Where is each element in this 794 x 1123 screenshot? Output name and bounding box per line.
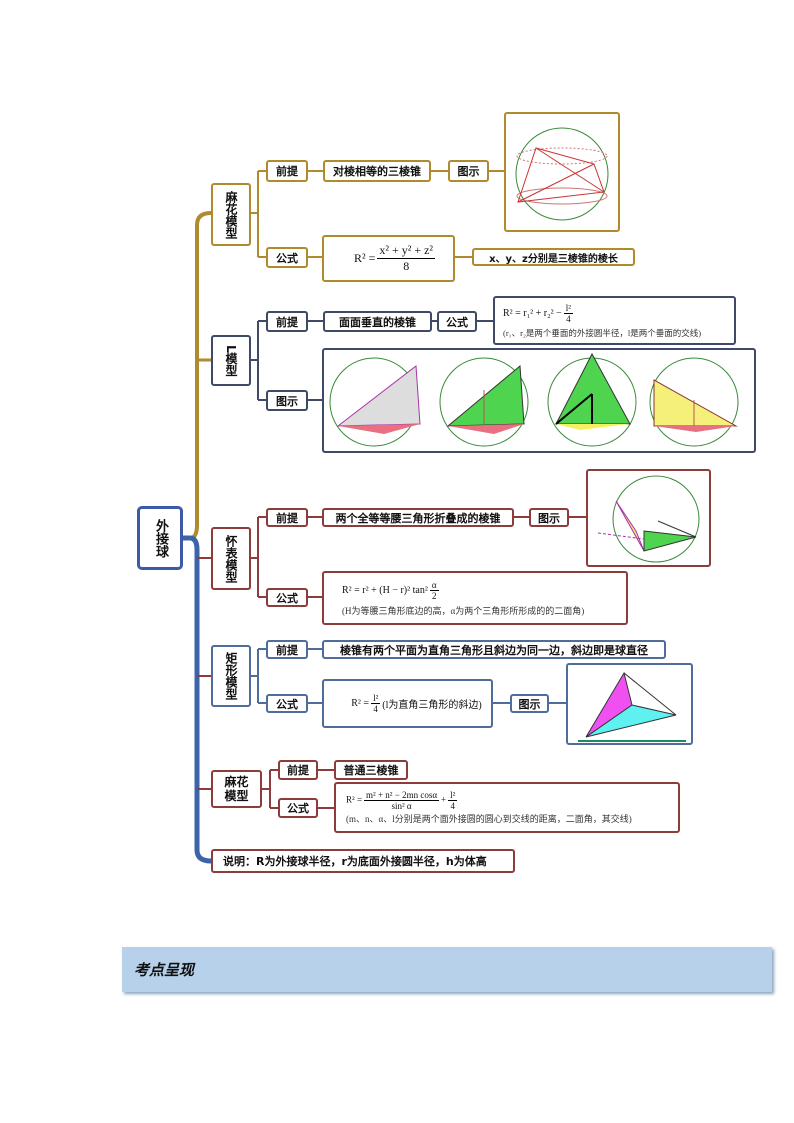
figure-2: [439, 357, 529, 447]
figure-label[interactable]: 图示: [266, 390, 308, 411]
formula-denominator: 2: [431, 590, 437, 601]
premise-text[interactable]: 对棱相等的三棱锥: [323, 160, 431, 182]
premise-label[interactable]: 前提: [266, 640, 308, 659]
branch-title: 麻花模型: [224, 775, 249, 803]
formula-lhs: R² =: [346, 794, 363, 805]
formula-box: R² = x² + y² + z² 8: [322, 235, 455, 282]
premise-text[interactable]: 棱锥有两个平面为直角三角形且斜边为同一边，斜边即是球直径: [322, 640, 666, 659]
section-banner: 考点呈现: [122, 947, 772, 992]
node-twist-model[interactable]: 麻花模型: [211, 183, 251, 246]
formula-note: (H为等腰三角形底边的高，α为两个三角形所形成的的二面角): [342, 605, 585, 616]
formula-numerator: l²: [371, 693, 381, 704]
formula-lhs: R² =: [351, 698, 370, 709]
premise-text[interactable]: 普通三棱锥: [334, 760, 408, 780]
formula-numerator: α: [429, 579, 439, 591]
formula-denominator: 4: [566, 313, 571, 324]
formula-box: R² = r² + (H − r)² tan² α 2 (H为等腰三角形底边的高，α…: [322, 571, 628, 625]
node-twist-model-general[interactable]: 麻花模型: [211, 770, 262, 808]
twist-model-figure: [504, 112, 620, 232]
formula-note: (m、n、α、l分别是两个面外接圆的圆心到交线的距离，二面角，其交线): [346, 814, 632, 824]
premise-text[interactable]: 两个全等等腰三角形折叠成的棱锥: [322, 508, 514, 527]
formula-label[interactable]: 公式: [266, 694, 308, 713]
formula-note: x、y、z分别是三棱锥的棱长: [472, 248, 635, 266]
formula-box: R² = m² + n² − 2mn cosα sin² α + l² 4 (m、n、α、…: [334, 782, 680, 833]
premise-label[interactable]: 前提: [266, 160, 308, 182]
connector-lower: [183, 535, 212, 864]
premise-label[interactable]: 前提: [266, 508, 308, 527]
formula-label[interactable]: 公式: [266, 588, 308, 607]
formula-lhs: R² = r² + (H − r)² tan²: [342, 584, 428, 596]
formula-numerator: l²: [563, 302, 573, 314]
formula-numerator: x² + y² + z²: [377, 243, 436, 259]
formula-box: R² = r₁² + r₂² − l² 4 (r₁、r₂是两个垂面的外接圆半径，l是…: [493, 296, 736, 345]
figure-label[interactable]: 图示: [510, 694, 549, 713]
formula-numerator: m² + n² − 2mn cosα: [364, 790, 440, 801]
pocket-watch-figure: [586, 469, 711, 567]
formula-denominator: sin² α: [391, 801, 412, 811]
formula-note: (l为直角三角形的斜边): [382, 700, 482, 711]
figure-label[interactable]: 图示: [529, 508, 569, 527]
formula-lhs: R² = r₁² + r₂² −: [503, 307, 562, 319]
figure-3: [547, 352, 637, 447]
node-l-model[interactable]: L模型: [211, 335, 251, 386]
branch-title: L模型: [224, 344, 238, 377]
figure-4: [649, 357, 739, 447]
premise-text[interactable]: 面面垂直的棱锥: [323, 311, 432, 332]
formula-denominator: 4: [373, 704, 378, 714]
banner-title: 考点呈现: [134, 961, 195, 979]
formula-numerator-2: l²: [448, 790, 458, 801]
l-model-figures: [322, 348, 756, 453]
formula-lhs: R² =: [353, 251, 376, 265]
figure-1: [329, 357, 421, 447]
root-node-circumscribed-sphere[interactable]: 外接球: [137, 506, 183, 570]
figure-label[interactable]: 图示: [448, 160, 489, 182]
connector-branch-1: [183, 211, 212, 540]
node-pocket-watch-model[interactable]: 怀表模型: [211, 527, 251, 590]
explanation-note: 说明：R为外接球半径，r为底面外接圆半径，h为体高: [211, 849, 515, 873]
formula-note: (r₁、r₂是两个垂面的外接圆半径，l是两个垂面的交线): [503, 327, 702, 338]
formula-denominator: 8: [403, 259, 410, 273]
rectangle-model-figure: [566, 663, 693, 745]
branch-title: 麻花模型: [224, 190, 238, 239]
root-label: 外接球: [153, 518, 168, 558]
node-rectangle-model[interactable]: 矩形模型: [211, 645, 251, 707]
formula-denominator-2: 4: [450, 801, 455, 811]
formula-label[interactable]: 公式: [437, 311, 477, 332]
formula-label[interactable]: 公式: [266, 247, 308, 268]
branch-title: 矩形模型: [224, 652, 238, 700]
formula-box: R² = l² 4 (l为直角三角形的斜边): [322, 679, 493, 728]
formula-label[interactable]: 公式: [278, 798, 318, 818]
premise-label[interactable]: 前提: [266, 311, 308, 332]
premise-label[interactable]: 前提: [278, 760, 318, 780]
formula-plus: +: [441, 794, 447, 805]
branch-title: 怀表模型: [224, 534, 238, 583]
